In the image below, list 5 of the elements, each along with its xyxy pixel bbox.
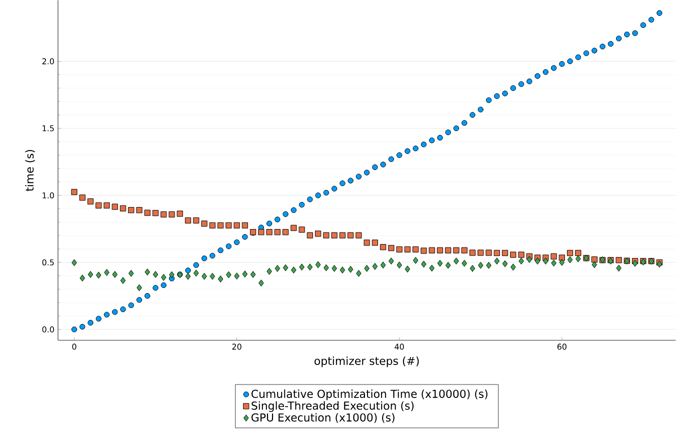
- y-axis-title: time (s): [25, 150, 35, 192]
- x-axis-title: optimizer steps (#): [314, 356, 419, 368]
- legend-label: GPU Execution (x1000) (s): [252, 413, 394, 423]
- legend-label: Single-Threaded Execution (s): [252, 401, 414, 412]
- legend-label: Cumulative Optimization Time (x10000) (s): [252, 389, 488, 400]
